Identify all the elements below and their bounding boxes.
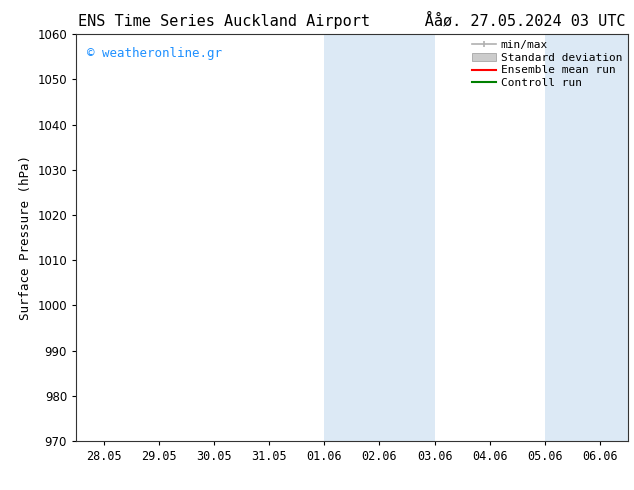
Title: ENS Time Series Auckland Airport      Ååø. 27.05.2024 03 UTC: ENS Time Series Auckland Airport Ååø. 27…: [78, 11, 626, 29]
Y-axis label: Surface Pressure (hPa): Surface Pressure (hPa): [19, 155, 32, 320]
Bar: [545, 34, 628, 441]
Bar: [324, 34, 434, 441]
Legend: min/max, Standard deviation, Ensemble mean run, Controll run: min/max, Standard deviation, Ensemble me…: [470, 38, 624, 91]
Text: © weatheronline.gr: © weatheronline.gr: [87, 47, 222, 59]
